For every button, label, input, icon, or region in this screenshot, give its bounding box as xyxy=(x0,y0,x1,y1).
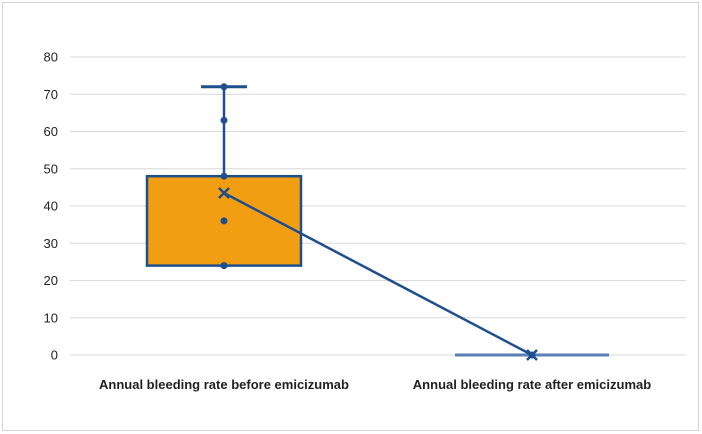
data-point-0-1 xyxy=(220,217,228,225)
x-category-label-1: Annual bleeding rate after emicizumab xyxy=(413,377,651,392)
mean-marker-0 xyxy=(218,187,230,199)
mean-line xyxy=(223,191,533,357)
y-tick-label-10: 10 xyxy=(44,310,58,325)
y-tick-label-40: 40 xyxy=(44,199,58,214)
y-tick-label-80: 80 xyxy=(44,50,58,65)
y-tick-label-30: 30 xyxy=(44,236,58,251)
y-tick-label-20: 20 xyxy=(44,273,58,288)
data-point-0-3 xyxy=(220,116,228,124)
mean-marker-1 xyxy=(526,349,538,361)
data-point-0-0 xyxy=(220,262,228,270)
y-tick-label-50: 50 xyxy=(44,161,58,176)
y-tick-label-70: 70 xyxy=(44,87,58,102)
y-tick-label-60: 60 xyxy=(44,124,58,139)
x-category-label-0: Annual bleeding rate before emicizumab xyxy=(99,377,349,392)
data-point-0-2 xyxy=(220,172,228,180)
data-point-0-4 xyxy=(220,83,228,91)
y-tick-label-0: 0 xyxy=(51,348,58,363)
